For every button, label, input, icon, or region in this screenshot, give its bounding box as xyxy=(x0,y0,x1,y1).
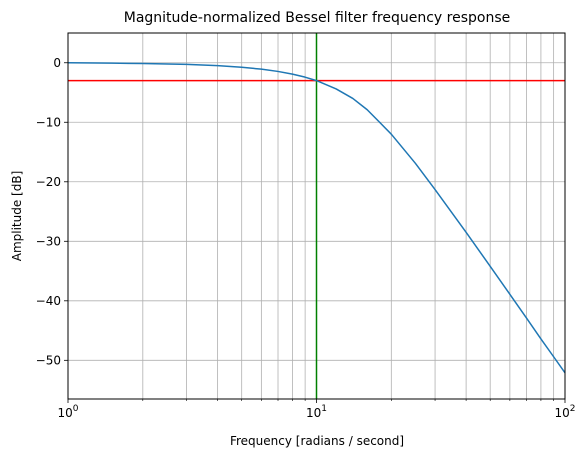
grid-lines xyxy=(67,33,565,399)
chart-title: Magnitude-normalized Bessel filter frequ… xyxy=(124,10,511,26)
x-tick-label: 100 xyxy=(57,404,78,420)
y-axis-label: Amplitude [dB] xyxy=(10,171,24,262)
y-tick-label: −40 xyxy=(36,294,61,308)
x-tick-label: 101 xyxy=(306,404,327,420)
y-tick-label: −30 xyxy=(36,234,61,248)
y-tick-label: 0 xyxy=(53,56,61,70)
x-tick-label: 102 xyxy=(554,404,575,420)
y-tick-label: −20 xyxy=(36,175,61,189)
x-axis-label: Frequency [radians / second] xyxy=(230,434,404,448)
axis-ticks: 100 101 102 0 −10 −20 −30 −40 −50 xyxy=(36,56,576,420)
y-tick-label: −50 xyxy=(36,353,61,367)
series-line-0 xyxy=(67,62,566,374)
plot-area xyxy=(67,62,566,374)
y-tick-label: −10 xyxy=(36,115,61,129)
